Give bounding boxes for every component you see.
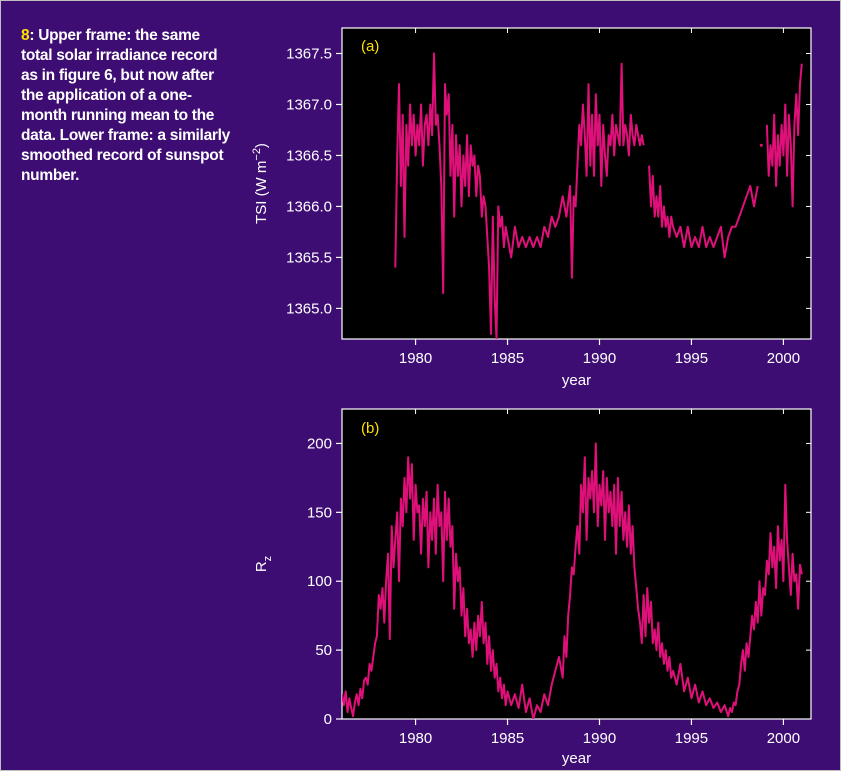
figure-number: 8 <box>21 27 30 44</box>
x-tick-label: 1990 <box>583 730 616 747</box>
x-tick-label: 1990 <box>583 350 616 367</box>
series-line-segment <box>765 63 803 208</box>
figure-caption: 8: Upper frame: the same total solar irr… <box>21 26 231 186</box>
y-tick-label: 100 <box>307 573 332 590</box>
x-tick-label: 1980 <box>399 350 432 367</box>
x-axis-label: year <box>562 372 591 389</box>
series-group <box>342 442 803 719</box>
y-tick-label: 0 <box>324 711 332 728</box>
x-tick-label: 1995 <box>675 350 708 367</box>
x-tick-label: 1980 <box>399 730 432 747</box>
panel-a: 1980 1985 1990 1995 2000 1365.0 1365.5 1366.0 13… <box>251 27 812 389</box>
y-axis-label: TSI (W m−2) <box>251 143 270 224</box>
y-tick-label: 1367.0 <box>286 96 332 113</box>
x-tick-label: 1985 <box>491 350 524 367</box>
plot-area <box>341 408 812 720</box>
x-tick-label: 2000 <box>767 350 800 367</box>
panel-label: (b) <box>361 420 379 437</box>
series-line-segment <box>394 52 645 339</box>
y-tick-label: 1366.0 <box>286 198 332 215</box>
y-axis-label-main: TSI (W m <box>253 161 270 224</box>
x-axis-label: year <box>562 750 591 767</box>
y-tick-label: 1365.5 <box>286 249 332 266</box>
y-tick-label: 1367.5 <box>286 45 332 62</box>
y-axis-label: Rz <box>253 556 274 572</box>
x-tick-label: 1985 <box>491 730 524 747</box>
y-axis-label-superscript: −2 <box>251 148 263 161</box>
caption-text: : Upper frame: the same total solar irra… <box>21 27 230 184</box>
series-group <box>394 52 803 339</box>
series-line-segment <box>648 165 759 259</box>
y-axis-label-close: ) <box>253 143 270 148</box>
series-point <box>759 143 763 147</box>
y-tick-label: 200 <box>307 435 332 452</box>
series-line-segment <box>342 442 803 719</box>
y-axis-label-subscript: z <box>262 556 274 562</box>
y-tick-label: 1365.0 <box>286 300 332 317</box>
y-tick-label: 50 <box>315 642 332 659</box>
y-tick-label: 1366.5 <box>286 147 332 164</box>
x-tick-label: 1995 <box>675 730 708 747</box>
panel-b: 1980 1985 1990 1995 2000 0 50 100 150 200 year Rz (b… <box>253 408 812 767</box>
y-tick-label: 150 <box>307 504 332 521</box>
panel-label: (a) <box>361 38 379 55</box>
y-axis-label-main: R <box>253 561 270 572</box>
x-tick-label: 2000 <box>767 730 800 747</box>
